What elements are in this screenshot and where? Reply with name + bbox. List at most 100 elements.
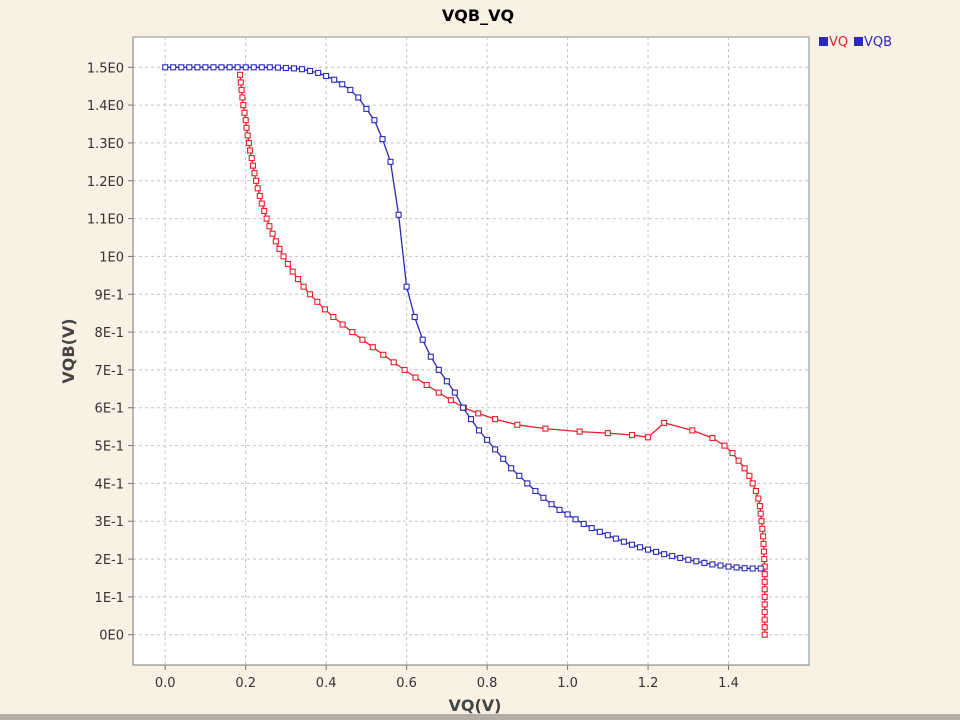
data-point-vq xyxy=(761,593,768,600)
data-point-vqb xyxy=(234,64,241,71)
data-point-vq xyxy=(280,253,287,260)
data-point-vq xyxy=(756,503,763,510)
data-point-vqb xyxy=(588,525,595,532)
y-tick-label: 8E-1 xyxy=(95,326,124,341)
data-point-vq xyxy=(755,495,762,502)
data-point-vqb xyxy=(492,446,499,453)
data-point-vqb xyxy=(282,64,289,72)
y-tick-label: 1.4E0 xyxy=(87,99,124,114)
data-point-vq xyxy=(237,79,244,86)
data-point-vqb xyxy=(661,551,668,558)
data-point-vq xyxy=(689,427,696,434)
data-point-vq xyxy=(238,86,245,94)
data-point-vqb xyxy=(596,528,603,535)
data-point-vqb xyxy=(451,389,458,396)
data-point-vqb xyxy=(604,532,611,539)
data-point-vqb xyxy=(564,511,571,518)
data-point-vqb xyxy=(339,81,346,88)
legend-label-vq: VQ xyxy=(829,35,848,50)
data-point-vq xyxy=(761,616,768,623)
data-point-vqb xyxy=(427,353,434,360)
data-point-vq xyxy=(239,94,246,101)
data-point-vq xyxy=(741,465,748,472)
data-point-vq xyxy=(435,389,442,396)
data-point-vq xyxy=(339,321,346,328)
y-tick-label: 1.5E0 xyxy=(87,61,124,76)
data-point-vq xyxy=(761,586,768,593)
data-point-vq xyxy=(542,425,549,432)
data-point-vq xyxy=(390,359,397,366)
data-point-vqb xyxy=(242,64,249,71)
data-point-vq xyxy=(760,533,767,540)
data-point-vqb xyxy=(315,69,322,76)
data-point-vq xyxy=(760,548,767,555)
data-point-vqb xyxy=(355,94,362,101)
data-point-vqb xyxy=(194,64,201,71)
data-point-vqb xyxy=(677,554,684,561)
data-point-vqb xyxy=(620,538,627,545)
data-point-vq xyxy=(492,416,499,423)
data-point-vqb xyxy=(266,64,273,71)
y-tick-label: 2E-1 xyxy=(95,553,124,568)
data-point-vqb xyxy=(749,565,756,572)
data-point-vq xyxy=(760,540,767,547)
y-tick-label: 7E-1 xyxy=(95,364,124,379)
data-point-vqb xyxy=(556,506,563,513)
y-tick-label: 0E0 xyxy=(99,629,124,644)
data-point-vq xyxy=(412,374,419,381)
data-point-vqb xyxy=(572,516,579,523)
legend-label-vqb: VQB xyxy=(864,35,892,50)
y-tick-label: 1.1E0 xyxy=(87,213,124,228)
y-tick-label: 1.2E0 xyxy=(87,175,124,190)
data-point-vq xyxy=(761,601,768,608)
legend-swatch-vqb xyxy=(854,37,863,46)
data-point-vqb xyxy=(210,64,217,71)
data-point-vqb xyxy=(516,472,523,479)
y-tick-label: 1.3E0 xyxy=(87,137,124,152)
data-point-vqb xyxy=(298,66,306,73)
data-point-vqb xyxy=(395,211,402,218)
data-point-vq xyxy=(423,381,430,389)
data-point-vqb xyxy=(524,480,531,487)
data-point-vq xyxy=(330,313,337,321)
data-point-vqb xyxy=(532,487,539,495)
data-point-vq xyxy=(284,260,291,268)
y-tick-label: 1E0 xyxy=(99,250,124,265)
data-point-vqb xyxy=(548,501,555,508)
y-tick-label: 4E-1 xyxy=(95,477,124,492)
data-point-vqb xyxy=(741,565,748,572)
bottom-border xyxy=(0,714,960,720)
data-point-vqb xyxy=(757,565,764,572)
data-point-vq xyxy=(349,329,356,336)
data-point-vqb xyxy=(379,136,386,143)
data-point-vq xyxy=(245,139,252,146)
data-point-vq xyxy=(759,525,766,532)
data-point-vq xyxy=(514,421,521,428)
data-point-vqb xyxy=(467,416,475,423)
y-tick-label: 6E-1 xyxy=(95,402,124,417)
x-tick-label: 0.2 xyxy=(235,676,256,691)
data-point-vq xyxy=(263,215,270,222)
data-point-vqb xyxy=(685,556,692,563)
grid xyxy=(133,37,809,665)
data-point-vq xyxy=(576,428,583,435)
data-point-vq xyxy=(247,147,254,154)
data-point-vq xyxy=(752,487,759,495)
data-point-vqb xyxy=(612,535,619,542)
chart-title: VQB_VQ xyxy=(442,6,514,25)
data-point-vq xyxy=(236,71,244,78)
data-point-vq xyxy=(709,434,716,442)
data-point-vqb xyxy=(709,561,716,568)
x-tick-label: 0.4 xyxy=(316,676,337,691)
data-point-vq xyxy=(254,185,261,192)
data-point-vq xyxy=(661,419,668,426)
data-point-vqb xyxy=(508,465,515,472)
series-vq xyxy=(236,71,768,638)
data-point-vqb xyxy=(475,427,483,434)
x-tick-label: 1.0 xyxy=(557,676,578,691)
data-point-vqb xyxy=(540,494,547,501)
data-point-vq xyxy=(240,102,247,109)
data-point-vq xyxy=(248,155,255,162)
data-point-vqb xyxy=(202,64,209,71)
